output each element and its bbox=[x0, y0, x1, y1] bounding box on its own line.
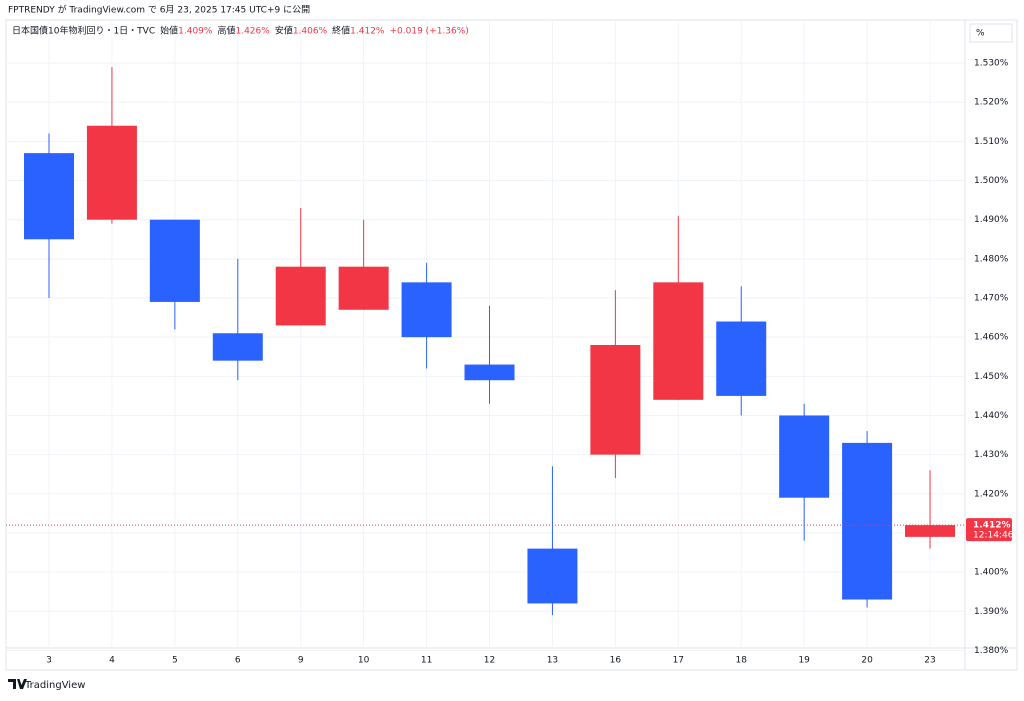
x-tick-label: 5 bbox=[172, 656, 178, 666]
logo-text: TradingView bbox=[24, 680, 85, 691]
y-tick-label: 1.520% bbox=[974, 98, 1009, 108]
x-tick-label: 16 bbox=[610, 656, 622, 666]
byline: FPTRENDY が TradingView.com で 6月 23, 2025… bbox=[8, 4, 310, 16]
candle-body bbox=[716, 321, 767, 396]
frame bbox=[5, 19, 1018, 671]
x-tick-label: 6 bbox=[235, 656, 241, 666]
candle-body bbox=[149, 219, 200, 302]
y-tick-label: 1.400% bbox=[974, 568, 1009, 578]
x-tick-label: 19 bbox=[798, 656, 810, 666]
y-tick-label: 1.510% bbox=[974, 137, 1009, 147]
y-tick-label: 1.420% bbox=[974, 489, 1009, 499]
candle-body bbox=[590, 345, 641, 455]
y-tick-label: 1.440% bbox=[974, 411, 1009, 421]
logo: TradingView bbox=[8, 679, 85, 691]
last-price-tag bbox=[966, 518, 1012, 542]
legend-close-label: 終値 bbox=[332, 25, 350, 37]
x-tick-label: 9 bbox=[298, 656, 304, 666]
y-tick-label: 1.490% bbox=[974, 215, 1009, 225]
candle-body bbox=[338, 266, 389, 310]
y-tick-label: 1.430% bbox=[974, 450, 1009, 460]
unit-box[interactable] bbox=[969, 23, 1013, 43]
legend: 日本国債10年物利回り・1日・TVC 始値 1.409% 高値 1.426% 安値 1.40… bbox=[12, 25, 469, 37]
x-tick-label: 12 bbox=[484, 656, 495, 666]
unit: % bbox=[976, 29, 985, 39]
candle-body bbox=[905, 525, 956, 537]
last-price-label: 1.412% bbox=[973, 521, 1011, 531]
candle-body bbox=[212, 333, 263, 361]
candle-body bbox=[24, 153, 74, 240]
legend-change: +0.019 (+1.36%) bbox=[390, 27, 469, 37]
countdown: 12:14:46 bbox=[973, 531, 1014, 541]
y-tick-label: 1.450% bbox=[974, 372, 1009, 382]
x-tick-label: 11 bbox=[421, 656, 432, 666]
legend-low-label: 安値 bbox=[275, 25, 293, 37]
candle-body bbox=[842, 442, 893, 600]
candle-body bbox=[653, 282, 704, 400]
candle-body bbox=[464, 364, 515, 381]
legend-symbol: 日本国債10年物利回り・1日・TVC bbox=[12, 25, 155, 37]
x-tick-label: 23 bbox=[924, 656, 935, 666]
candle-body bbox=[86, 125, 137, 220]
candle-body bbox=[275, 266, 326, 326]
candle-body bbox=[401, 282, 452, 338]
y-tick-label: 1.380% bbox=[974, 646, 1009, 656]
y-tick-label: 1.460% bbox=[974, 333, 1009, 343]
x-tick-label: 3 bbox=[46, 656, 52, 666]
legend-close: 1.412% bbox=[350, 27, 385, 37]
x-tick-label: 18 bbox=[736, 656, 748, 666]
x-tick-label: 10 bbox=[358, 656, 370, 666]
legend-open: 1.409% bbox=[178, 27, 213, 37]
candle-body bbox=[779, 415, 830, 498]
x-tick-label: 20 bbox=[861, 656, 873, 666]
x-tick-label: 4 bbox=[109, 656, 115, 666]
y-tick-label: 1.530% bbox=[974, 59, 1009, 69]
y-tick-label: 1.390% bbox=[974, 607, 1009, 617]
legend-open-label: 始値 bbox=[160, 25, 178, 37]
legend-low: 1.406% bbox=[293, 27, 328, 37]
legend-high-label: 高値 bbox=[217, 25, 235, 37]
y-tick-label: 1.480% bbox=[974, 254, 1009, 264]
x-tick-label: 13 bbox=[547, 656, 558, 666]
x-tick-label: 17 bbox=[673, 656, 684, 666]
y-tick-label: 1.470% bbox=[974, 294, 1009, 304]
candle-body bbox=[527, 548, 578, 604]
legend-high: 1.426% bbox=[235, 27, 270, 37]
y-tick-label: 1.500% bbox=[974, 176, 1009, 186]
